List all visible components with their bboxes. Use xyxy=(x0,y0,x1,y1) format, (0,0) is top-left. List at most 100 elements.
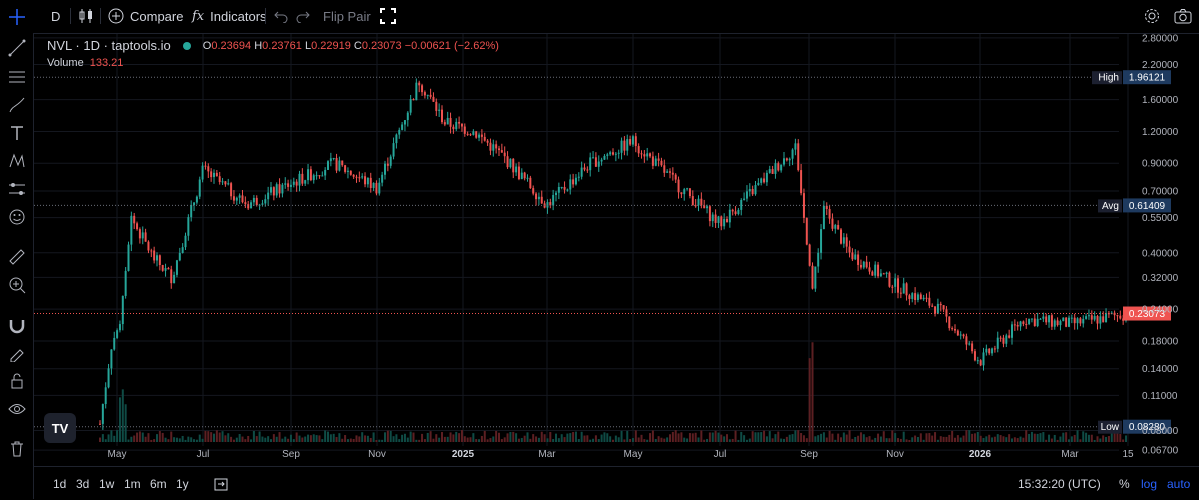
pattern-tool[interactable] xyxy=(6,150,27,171)
log-button[interactable]: log xyxy=(1141,477,1158,491)
volume-bar xyxy=(238,434,241,442)
candle-body xyxy=(1096,315,1099,324)
candle-body xyxy=(723,218,726,227)
range-3d-button[interactable]: 3d xyxy=(76,477,90,491)
time-axis[interactable]: May Jul Sep Nov 2025 Mar May Jul Sep Nov 2026 Mar 15 xyxy=(108,449,1134,460)
goto-date-button[interactable] xyxy=(214,477,228,494)
candle-body xyxy=(1045,316,1048,323)
candle-body xyxy=(956,330,959,336)
x-tick-label: Mar xyxy=(1061,449,1079,460)
candle-body xyxy=(774,163,777,174)
range-1d-button[interactable]: 1d xyxy=(53,477,67,491)
forecast-icon xyxy=(8,182,25,195)
candle-body xyxy=(700,198,703,206)
snapshot-button[interactable] xyxy=(1174,6,1192,26)
measure-tool[interactable] xyxy=(6,246,27,267)
candle-body xyxy=(136,223,139,230)
candle-body xyxy=(104,387,107,405)
volume-bar xyxy=(369,437,372,442)
volume-bar xyxy=(178,438,181,442)
candle-body xyxy=(344,165,347,172)
volume-bar xyxy=(250,439,253,442)
crosshair-icon[interactable] xyxy=(6,6,27,27)
volume-bar xyxy=(133,435,136,442)
volume-bar xyxy=(289,434,292,442)
icon-tool[interactable] xyxy=(6,206,27,227)
brush-tool[interactable] xyxy=(6,94,27,115)
range-6m-button[interactable]: 6m xyxy=(150,477,167,491)
candle-body xyxy=(264,199,267,204)
volume-bar xyxy=(1013,437,1016,442)
forecast-tool[interactable] xyxy=(6,178,27,199)
price-chart[interactable]: High 1.96121 Avg 0.61409 0.23073 Low 0.08280 2… xyxy=(34,34,1199,466)
magnet-tool[interactable] xyxy=(6,314,27,335)
candle-body xyxy=(882,273,885,275)
candle-body xyxy=(988,348,991,354)
zoom-tool[interactable] xyxy=(6,274,27,295)
candle-body xyxy=(614,153,617,155)
candle-body xyxy=(919,294,922,300)
candle-body xyxy=(703,205,706,209)
candle-body xyxy=(834,225,837,229)
volume-bar xyxy=(523,435,526,442)
clock[interactable]: 15:32:20 (UTC) xyxy=(1018,477,1101,491)
volume-bar xyxy=(466,437,469,442)
candle-body xyxy=(1053,320,1056,327)
auto-button[interactable]: auto xyxy=(1167,477,1191,491)
lock-tool[interactable] xyxy=(6,370,27,391)
redo-button[interactable] xyxy=(296,6,310,26)
candle-body xyxy=(1016,325,1019,327)
compare-button[interactable]: Compare xyxy=(108,6,183,26)
draw-mode-tool[interactable] xyxy=(6,342,27,363)
volume-bar xyxy=(500,439,503,442)
candle-type-button[interactable] xyxy=(78,6,94,26)
x-tick-label: May xyxy=(624,449,643,460)
volume-bar xyxy=(620,430,623,442)
volume-bar xyxy=(406,437,409,442)
volume-bar xyxy=(785,436,788,442)
candle-body xyxy=(346,170,349,172)
volume-bar xyxy=(1019,436,1022,442)
indicators-button[interactable]: fx Indicators xyxy=(192,6,267,26)
volume-bar xyxy=(426,432,429,442)
volume-bar xyxy=(897,438,899,442)
range-1m-button[interactable]: 1m xyxy=(124,477,141,491)
candles xyxy=(99,78,1127,430)
symbol-label[interactable]: NVL · 1D · taptools.io xyxy=(47,38,171,53)
volume-bar xyxy=(492,436,495,442)
high-label: High xyxy=(1098,73,1119,84)
fullscreen-button[interactable] xyxy=(380,6,396,26)
trend-line-tool[interactable] xyxy=(6,37,27,58)
candle-body xyxy=(318,175,321,177)
candle-body xyxy=(364,176,367,185)
percent-button[interactable]: % xyxy=(1119,477,1130,491)
volume-bar xyxy=(574,431,577,442)
candle-body xyxy=(540,196,543,204)
candle-body xyxy=(1002,337,1005,344)
interval-button[interactable]: D xyxy=(51,8,61,24)
candle-body xyxy=(232,196,235,201)
tradingview-logo[interactable]: TV xyxy=(44,413,76,443)
candle-body xyxy=(888,272,891,287)
candle-body xyxy=(113,337,116,350)
text-tool[interactable] xyxy=(6,122,27,143)
range-1w-button[interactable]: 1w xyxy=(99,477,115,491)
flip-pair-button[interactable]: Flip Pair xyxy=(323,8,371,24)
settings-button[interactable] xyxy=(1144,6,1160,26)
volume-bar xyxy=(358,436,361,442)
candle-body xyxy=(175,260,178,275)
delete-tool[interactable] xyxy=(6,438,27,459)
candle-body xyxy=(1090,315,1093,320)
price-axis[interactable]: 2.80000 2.20000 1.60000 1.20000 0.90000 0.700… xyxy=(1142,34,1179,457)
hide-tool[interactable] xyxy=(6,398,27,419)
fib-tool[interactable] xyxy=(6,66,27,87)
volume-bar xyxy=(817,435,820,442)
undo-button[interactable] xyxy=(274,6,288,26)
candle-body xyxy=(307,169,310,181)
y-tick-label: 1.20000 xyxy=(1142,127,1179,138)
low-label: L xyxy=(304,39,312,52)
volume-bar xyxy=(312,434,315,442)
range-1y-button[interactable]: 1y xyxy=(176,477,189,491)
candle-body xyxy=(914,293,917,300)
volume-bar xyxy=(344,435,347,442)
